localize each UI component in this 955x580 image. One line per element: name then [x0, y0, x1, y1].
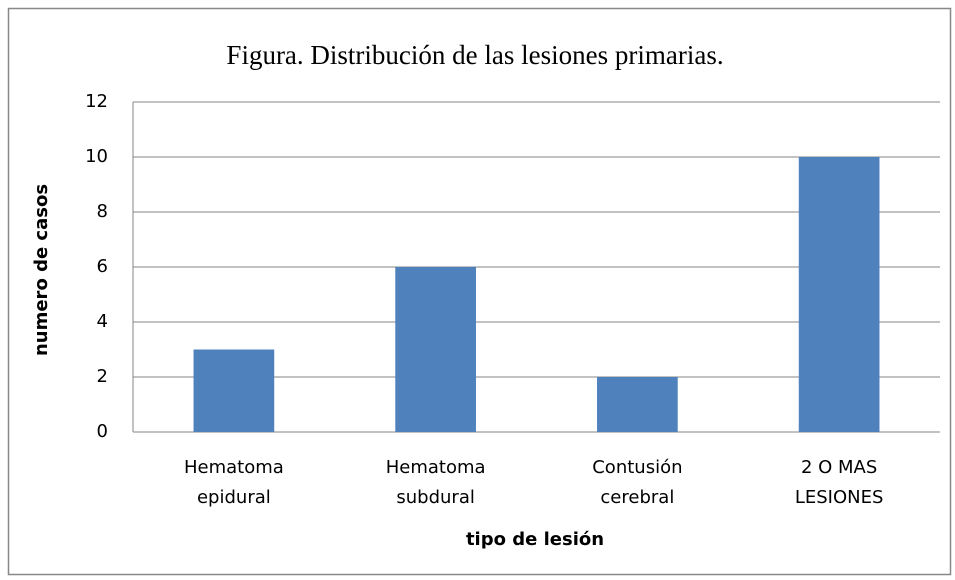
- x-tick-label: 2 O MAS: [801, 457, 877, 478]
- y-tick-label: 10: [85, 146, 108, 167]
- x-tick-label: Hematoma: [386, 457, 486, 478]
- y-tick-label: 8: [97, 201, 108, 222]
- x-tick-label: LESIONES: [795, 487, 884, 508]
- x-axis-title: tipo de lesión: [466, 529, 604, 550]
- bar: [798, 157, 880, 432]
- y-tick-label: 12: [85, 91, 108, 112]
- bar: [193, 349, 275, 432]
- x-tick-label: cerebral: [600, 487, 674, 508]
- y-tick-label: 4: [97, 311, 108, 332]
- chart-border: [7, 7, 952, 576]
- chart-title: Figura. Distribución de las lesiones pri…: [226, 40, 723, 70]
- y-tick-label: 6: [97, 256, 108, 277]
- y-tick-label: 0: [97, 421, 108, 442]
- x-tick-label: subdural: [396, 487, 474, 508]
- bar: [597, 377, 678, 432]
- y-axis-title: numero de casos: [31, 184, 52, 356]
- x-tick-label: Hematoma: [184, 457, 284, 478]
- bar: [395, 267, 476, 432]
- x-tick-label: Contusión: [592, 457, 682, 478]
- x-tick-label: epidural: [197, 487, 271, 508]
- y-tick-label: 2: [97, 366, 108, 387]
